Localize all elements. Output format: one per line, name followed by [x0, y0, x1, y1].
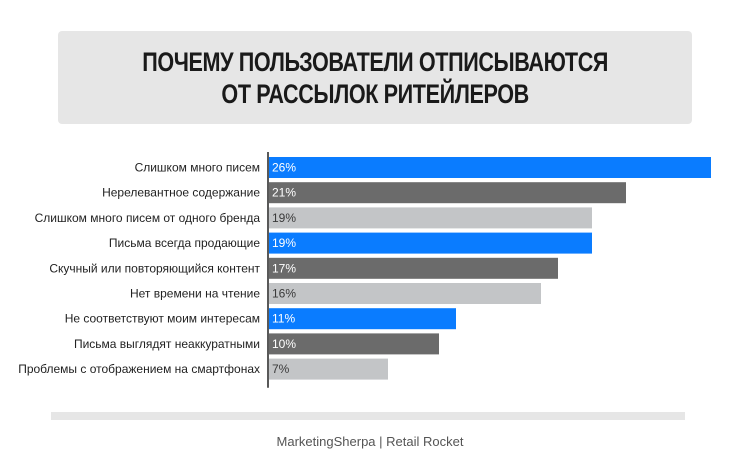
- value-label: 16%: [272, 287, 296, 301]
- value-label: 10%: [272, 337, 296, 351]
- source-caption: MarketingSherpa | Retail Rocket: [276, 434, 464, 449]
- bar: [269, 283, 541, 304]
- bar-chart: Слишком много писем 26% Нерелевантное соде…: [18, 152, 711, 388]
- value-label: 21%: [272, 186, 296, 200]
- category-label: Письма выглядят неаккуратными: [74, 337, 260, 351]
- category-label: Не соответствуют моим интересам: [65, 312, 260, 326]
- category-label: Слишком много писем от одного бренда: [35, 211, 261, 225]
- bar: [269, 207, 592, 229]
- value-label: 17%: [272, 261, 296, 275]
- category-label: Нерелевантное содержание: [102, 186, 260, 200]
- chart-title-line-1: ПОЧЕМУ ПОЛЬЗОВАТЕЛИ ОТПИСЫВАЮТСЯ: [142, 46, 608, 77]
- value-label: 26%: [272, 161, 296, 175]
- value-label: 7%: [272, 362, 290, 376]
- value-label: 11%: [272, 312, 295, 326]
- bar: [269, 333, 439, 355]
- footer-divider: [51, 412, 685, 420]
- title-box: ПОЧЕМУ ПОЛЬЗОВАТЕЛИ ОТПИСЫВАЮТСЯ ОТ РАСС…: [58, 31, 692, 124]
- bar: [269, 157, 711, 178]
- category-label: Скучный или повторяющийся контент: [49, 261, 260, 275]
- value-label: 19%: [272, 211, 296, 225]
- category-label: Нет времени на чтение: [130, 287, 260, 301]
- category-label: Слишком много писем: [135, 161, 260, 175]
- bar: [269, 358, 388, 380]
- bar: [269, 257, 558, 279]
- chart-title-line-2: ОТ РАССЫЛОК РИТЕЙЛЕРОВ: [221, 78, 529, 109]
- bar: [269, 232, 592, 254]
- category-label: Проблемы с отображением на смартфонах: [18, 362, 260, 376]
- bar: [269, 182, 626, 204]
- category-label: Письма всегда продающие: [109, 236, 260, 250]
- value-label: 19%: [272, 236, 296, 250]
- bar: [269, 308, 456, 330]
